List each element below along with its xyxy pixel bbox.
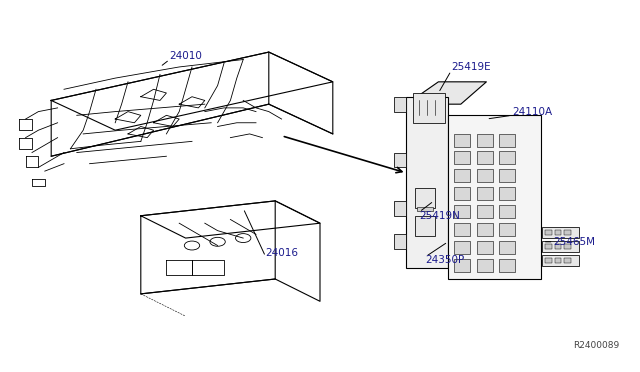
Bar	[415, 216, 435, 236]
Bar	[454, 134, 470, 147]
Bar	[477, 151, 493, 164]
Bar	[477, 169, 493, 182]
Bar	[555, 258, 561, 263]
Bar	[454, 169, 470, 182]
Bar	[555, 244, 561, 249]
Bar	[454, 259, 470, 272]
Bar	[542, 255, 579, 266]
Text: R2400089: R2400089	[573, 341, 619, 350]
Bar	[448, 115, 541, 279]
Bar	[545, 244, 552, 249]
Bar	[499, 259, 515, 272]
Bar	[417, 207, 433, 211]
Bar	[477, 241, 493, 254]
Bar	[413, 93, 445, 123]
Bar	[499, 241, 515, 254]
Text: 24016: 24016	[266, 248, 299, 258]
Bar	[542, 227, 579, 238]
Text: 25465M: 25465M	[554, 237, 596, 247]
Bar	[499, 205, 515, 218]
Bar	[499, 134, 515, 147]
Text: 25419N: 25419N	[419, 211, 460, 221]
Bar	[564, 258, 571, 263]
Bar	[477, 187, 493, 200]
Bar	[564, 230, 571, 235]
Bar	[555, 230, 561, 235]
Bar	[477, 223, 493, 236]
Bar	[394, 153, 406, 167]
Bar	[545, 258, 552, 263]
Bar	[454, 151, 470, 164]
Bar	[564, 244, 571, 249]
Bar	[454, 241, 470, 254]
Bar	[394, 201, 406, 216]
Bar	[499, 187, 515, 200]
Bar	[394, 234, 406, 249]
Bar	[545, 230, 552, 235]
Bar	[454, 223, 470, 236]
Bar	[454, 187, 470, 200]
Bar	[406, 97, 448, 268]
Text: 24010: 24010	[170, 51, 202, 61]
Text: 24350P: 24350P	[426, 256, 465, 265]
Bar	[499, 151, 515, 164]
Bar	[499, 169, 515, 182]
Polygon shape	[406, 82, 486, 104]
Bar	[477, 205, 493, 218]
Text: 25419E: 25419E	[451, 62, 491, 72]
Text: 24110A: 24110A	[512, 107, 552, 116]
Bar	[499, 223, 515, 236]
Bar	[454, 205, 470, 218]
Bar	[415, 188, 435, 208]
Bar	[542, 241, 579, 252]
Bar	[394, 97, 406, 112]
Bar	[477, 134, 493, 147]
Bar	[477, 259, 493, 272]
